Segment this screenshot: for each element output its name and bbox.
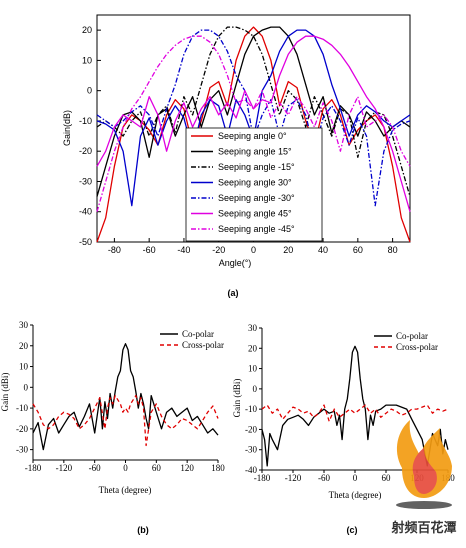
y-tick-label: -20 — [16, 424, 28, 434]
panel-b-x-label: Theta (degree) — [99, 485, 152, 495]
series-line-seeping-angle-45- — [96, 35, 411, 212]
panel-c-y-label: Gain (dBi) — [232, 379, 242, 418]
panel-c-x-label: Theta (degree) — [329, 490, 382, 500]
y-tick-label: -10 — [16, 403, 28, 413]
watermark-text: 射频百花潭 — [390, 520, 456, 535]
panel-b-y-label: Gain (dBi) — [0, 373, 10, 412]
series-line-cross-polar — [32, 394, 219, 447]
panel-b-x-axis: -180 -120 -60 0 60 120 180 — [25, 460, 225, 473]
y-tick-label: -10 — [79, 116, 92, 126]
y-tick-label: 10 — [82, 55, 92, 65]
watermark-logo: 射频百花潭 — [390, 420, 457, 535]
series-line-seeping-angle-15- — [96, 26, 411, 197]
y-tick-label: 20 — [82, 25, 92, 35]
x-tick-label: -120 — [56, 463, 73, 473]
x-tick-label: -40 — [177, 245, 190, 255]
panel-a-chart: -80 -60 -40 -20 0 20 40 60 80 20 10 0 -10 -20 -30 -40 -… — [62, 14, 411, 298]
x-tick-label: 0 — [353, 473, 358, 483]
x-tick-label: -20 — [212, 245, 225, 255]
legend-entry: Seeping angle 30° — [218, 178, 292, 188]
panel-c-legend-co: Co-polar — [396, 331, 428, 341]
y-tick-label: 0 — [87, 86, 92, 96]
y-tick-label: 30 — [19, 320, 29, 330]
y-tick-label: 10 — [248, 364, 258, 374]
x-tick-label: 0 — [123, 463, 128, 473]
x-tick-label: -180 — [25, 463, 42, 473]
watermark-base-icon — [396, 501, 452, 509]
x-tick-label: 60 — [353, 245, 363, 255]
panel-a-label: (a) — [228, 288, 239, 298]
flame-inner-icon — [412, 448, 437, 494]
x-tick-label: 40 — [318, 245, 328, 255]
legend-entry: Seeping angle -45° — [218, 224, 295, 234]
panel-a-legend-items: Seeping angle 0° Seeping angle 15° Seeping… — [191, 131, 295, 234]
y-tick-label: -20 — [245, 424, 257, 434]
panel-a-y-label: Gain(dB) — [62, 110, 72, 146]
panel-b-legend: Co-polar Cross-polar — [160, 329, 224, 350]
y-tick-label: 0 — [253, 384, 258, 394]
panel-a-legend: Seeping angle 0° Seeping angle 15° Seeping… — [185, 127, 323, 242]
y-tick-label: -30 — [79, 176, 92, 186]
x-tick-label: -120 — [285, 473, 302, 483]
series-line-cross-polar — [261, 404, 449, 422]
legend-entry: Seeping angle 45° — [218, 209, 292, 219]
panel-b-legend-co: Co-polar — [182, 329, 214, 339]
y-tick-label: -50 — [79, 237, 92, 247]
y-tick-label: 10 — [19, 362, 29, 372]
y-tick-label: 30 — [248, 323, 258, 333]
x-tick-label: 120 — [180, 463, 194, 473]
panel-c-label: (c) — [347, 525, 358, 535]
x-tick-label: -60 — [318, 473, 330, 483]
x-tick-label: -180 — [254, 473, 271, 483]
panel-a-x-label: Angle(°) — [219, 258, 252, 268]
y-tick-label: -20 — [79, 146, 92, 156]
series-line-seeping-angle-0- — [96, 26, 411, 243]
panel-b-series — [32, 343, 219, 451]
legend-entry: Seeping angle 0° — [218, 131, 287, 141]
panel-c-series — [261, 345, 449, 467]
panel-c-legend: Co-polar Cross-polar — [374, 331, 438, 352]
panel-a-series — [96, 26, 411, 243]
x-tick-label: -80 — [108, 245, 121, 255]
y-tick-label: 20 — [248, 343, 258, 353]
panel-b-y-axis: 30 20 10 0 -10 -20 -30 — [16, 320, 33, 455]
x-tick-label: -60 — [143, 245, 156, 255]
y-tick-label: 0 — [24, 382, 29, 392]
x-tick-label: 20 — [283, 245, 293, 255]
x-tick-label: 80 — [388, 245, 398, 255]
legend-entry: Seeping angle -30° — [218, 193, 295, 203]
panel-b-chart: -180 -120 -60 0 60 120 180 30 20 10 0 -10 -20 -30 Ga… — [0, 320, 225, 535]
x-tick-label: 60 — [382, 473, 392, 483]
legend-entry: Seeping angle -15° — [218, 162, 295, 172]
series-line-co-polar — [261, 345, 449, 467]
y-tick-label: -30 — [16, 445, 28, 455]
legend-entry: Seeping angle 15° — [218, 147, 292, 157]
y-tick-label: -30 — [245, 445, 257, 455]
series-line-seeping-angle-45- — [96, 35, 411, 212]
y-tick-label: 20 — [19, 341, 29, 351]
y-tick-label: -10 — [245, 404, 257, 414]
panel-c-legend-cross: Cross-polar — [396, 342, 438, 352]
panel-b-legend-cross: Cross-polar — [182, 340, 224, 350]
x-tick-label: 180 — [211, 463, 225, 473]
series-line-seeping-angle-15- — [96, 26, 411, 197]
y-tick-label: -40 — [79, 207, 92, 217]
series-line-co-polar — [32, 343, 219, 451]
x-tick-label: -60 — [89, 463, 101, 473]
panel-b-label: (b) — [137, 525, 149, 535]
panel-a-legend-box — [185, 127, 323, 242]
y-tick-label: -40 — [245, 465, 257, 475]
panel-c-y-axis: 30 20 10 0 -10 -20 -30 -40 — [245, 323, 262, 475]
x-tick-label: 0 — [251, 245, 256, 255]
x-tick-label: 60 — [152, 463, 162, 473]
